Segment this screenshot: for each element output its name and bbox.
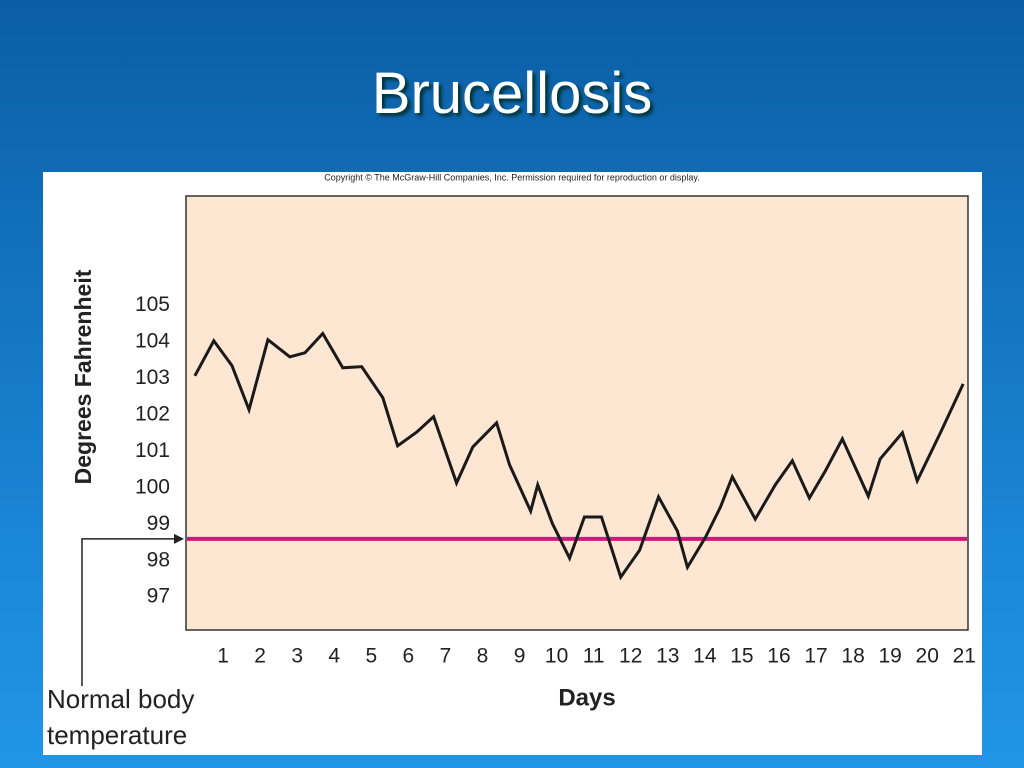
y-tick-label: 102 — [135, 402, 170, 425]
annotation-arrow — [81, 538, 176, 686]
x-tick-label: 9 — [514, 645, 526, 668]
x-tick-label: 15 — [730, 645, 753, 668]
arrow-head — [174, 533, 184, 544]
annotation: temperature — [47, 720, 187, 750]
x-tick-label: 6 — [403, 645, 415, 668]
x-tick-label: 18 — [841, 645, 864, 668]
x-tick-label: 3 — [291, 645, 303, 668]
y-tick-label: 101 — [135, 439, 170, 462]
x-tick-label: 10 — [545, 645, 568, 668]
x-axis-label: Days — [558, 684, 615, 711]
x-tick-label: 2 — [254, 645, 266, 668]
y-tick-label: 98 — [147, 548, 170, 571]
plot-area — [185, 195, 969, 631]
copyright: Copyright © The McGraw-Hill Companies, I… — [324, 172, 699, 182]
x-tick-label: 21 — [953, 645, 976, 668]
x-tick-label: 16 — [767, 645, 790, 668]
data-line — [193, 330, 965, 581]
y-tick-label: 97 — [147, 585, 170, 608]
x-tick-label: 19 — [878, 645, 901, 668]
x-tick-label: 11 — [583, 645, 605, 668]
x-tick-label: 20 — [916, 645, 939, 668]
x-tick-label: 5 — [365, 645, 377, 668]
y-axis-label: Degrees Fahrenheit — [70, 269, 96, 484]
x-tick-label: 4 — [328, 645, 340, 668]
y-tick-label: 105 — [135, 293, 170, 316]
y-tick-label: 104 — [135, 329, 170, 352]
x-tick-label: 12 — [619, 645, 642, 668]
x-tick-label: 8 — [477, 645, 489, 668]
y-tick-label: 103 — [135, 366, 170, 389]
x-tick-label: 1 — [217, 645, 229, 668]
x-tick-label: 13 — [656, 645, 679, 668]
x-tick-label: 7 — [440, 645, 452, 668]
y-tick-label: 99 — [147, 512, 170, 535]
x-tick-label: 14 — [693, 645, 717, 668]
annotation: Normal body — [47, 684, 194, 714]
y-tick-label: 100 — [135, 475, 170, 498]
x-tick-label: 17 — [804, 645, 827, 668]
slide-title: Brucellosis — [371, 61, 653, 126]
